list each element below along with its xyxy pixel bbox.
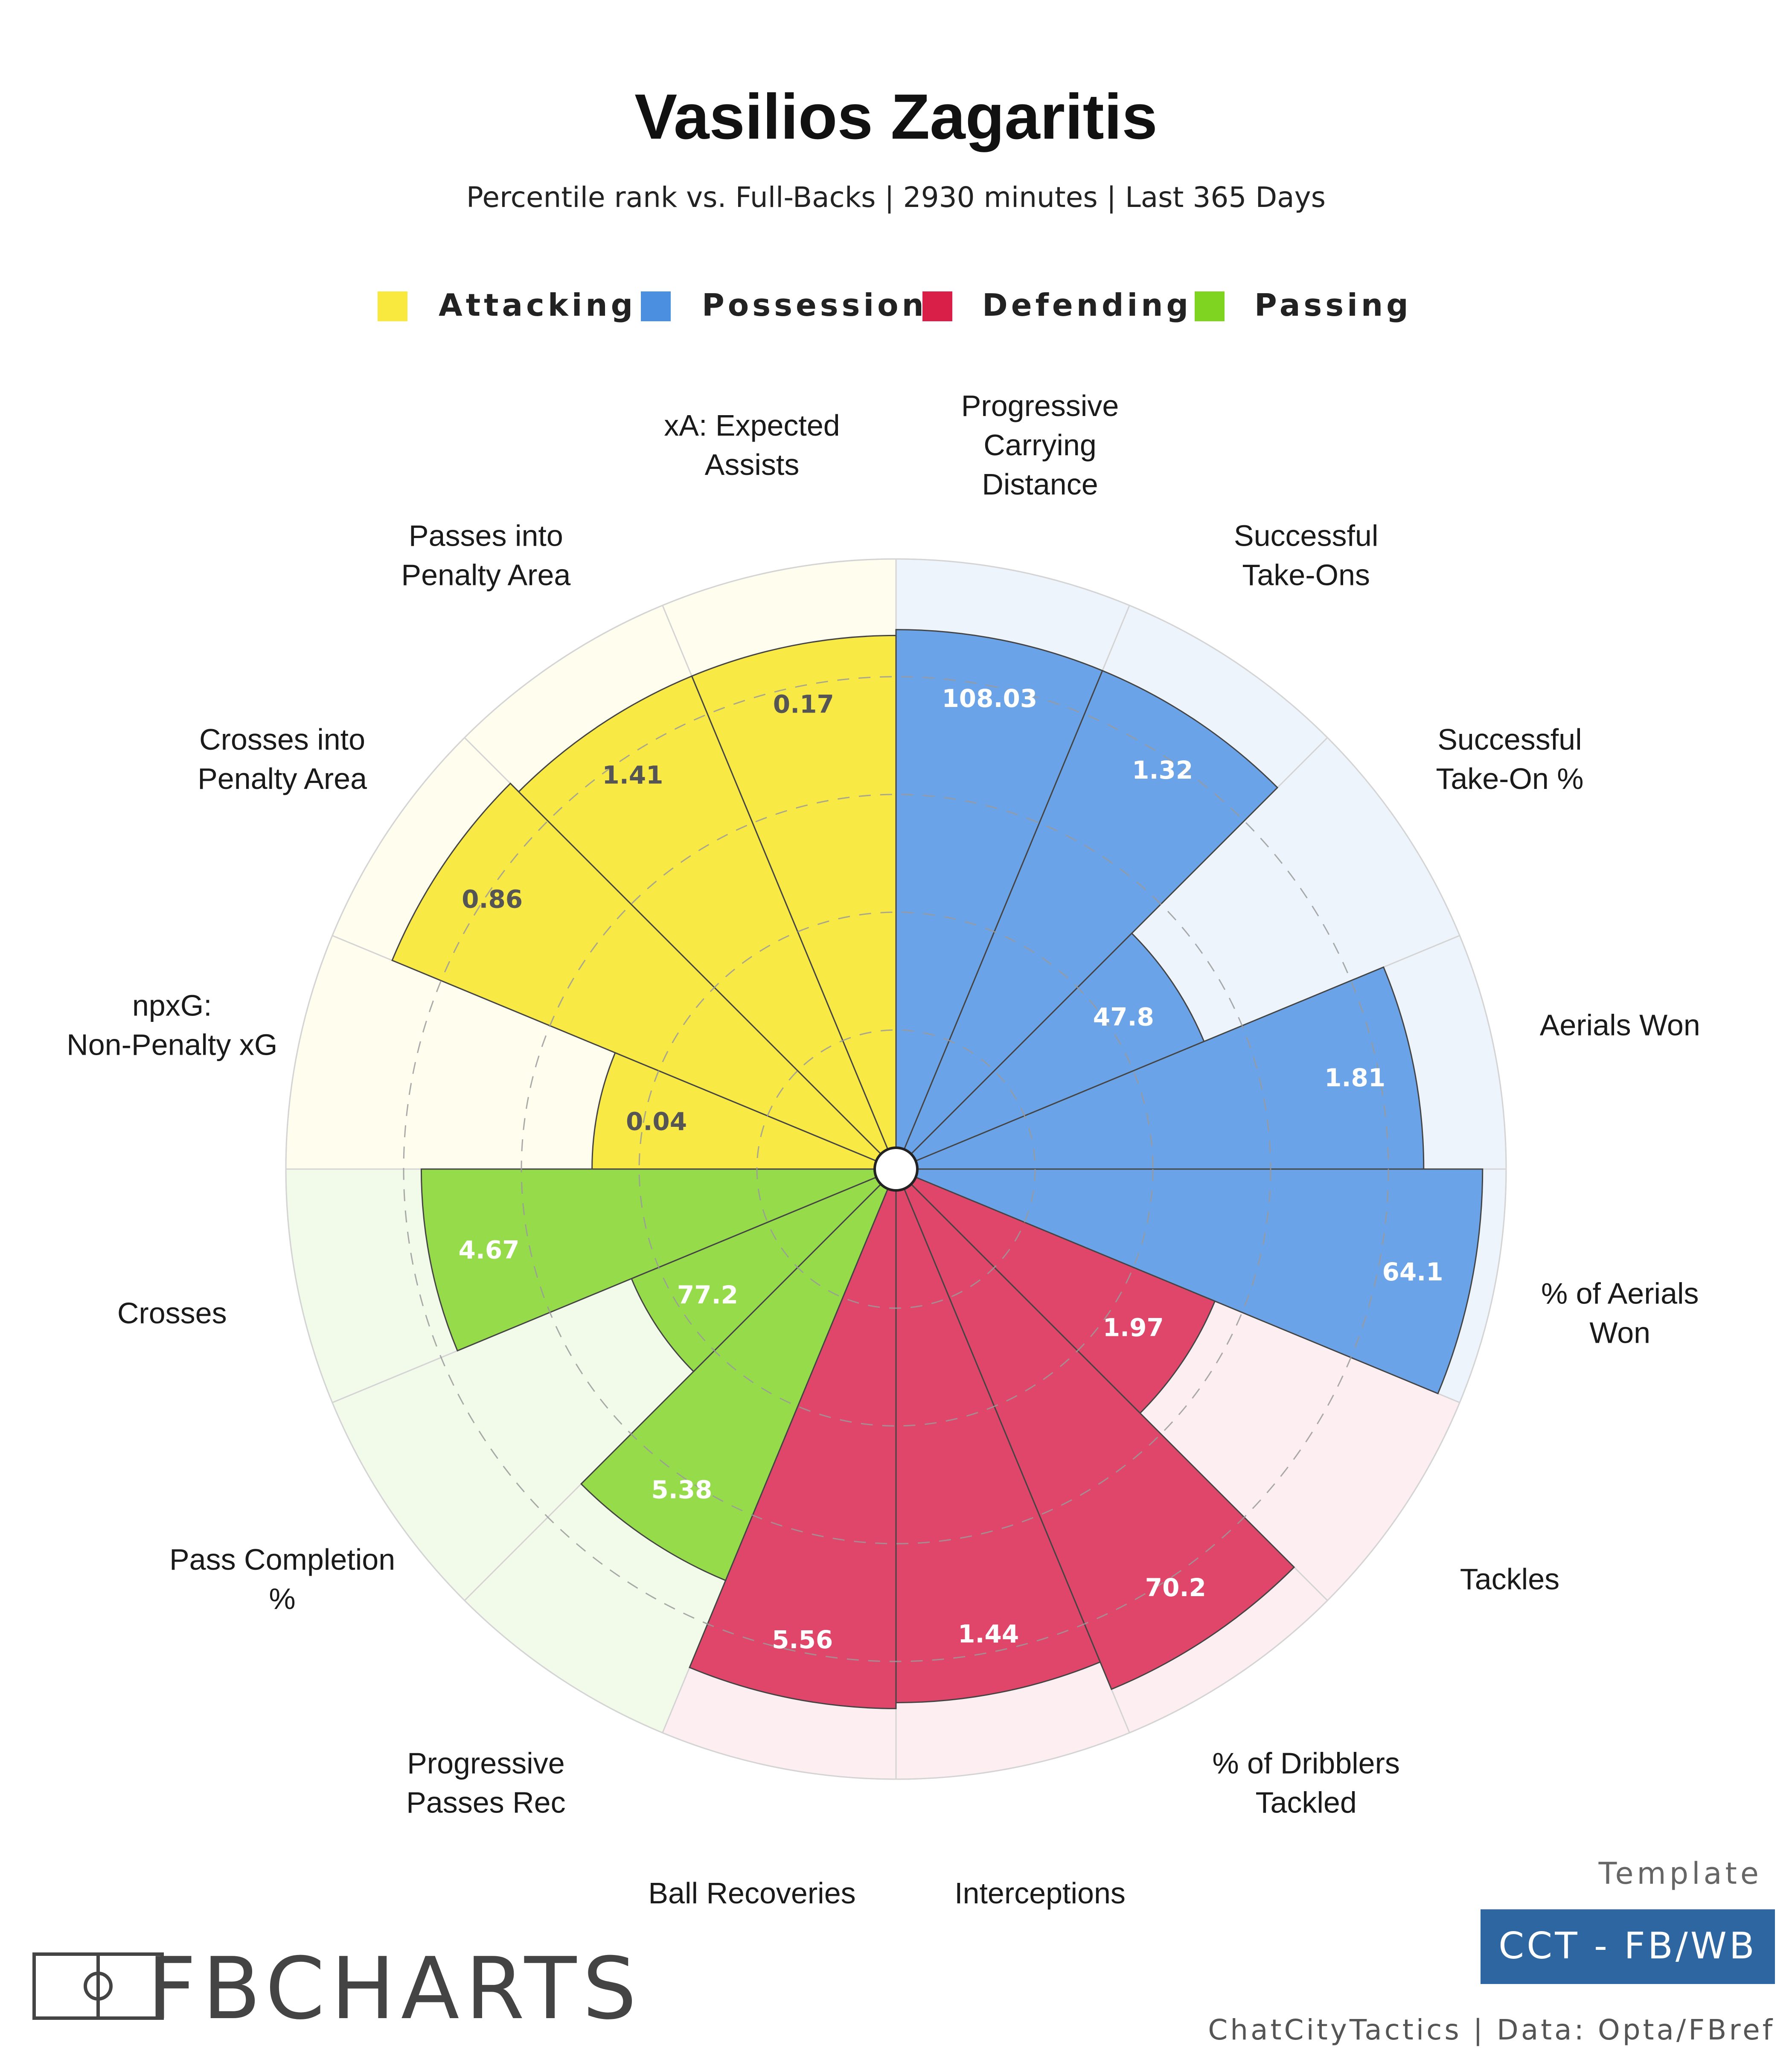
- footer: FBCHARTS Template CCT - FB/WB ChatCityTa…: [32, 1856, 1775, 2046]
- grid-ring-20: [756, 1029, 1036, 1309]
- value-label-successful-take-ons: 1.32: [1132, 756, 1193, 785]
- metric-label-pass-completion: Pass Completion%: [169, 1543, 395, 1615]
- fbcharts-logo: FBCHARTS: [32, 1939, 643, 2039]
- value-label-of-aerials-won: 64.1: [1382, 1257, 1443, 1286]
- template-name: CCT - FB/WB: [1498, 1925, 1757, 1967]
- metric-label-passes-into-penalty-area: Passes into Penalty Area: [401, 519, 570, 592]
- polar-plot: 108.03 1.32 47.8 1.81 64.1 1.97 70.2 1.44 5.56 5.…: [67, 389, 1700, 1910]
- legend-label-passing: Passing: [1254, 287, 1412, 323]
- metric-label-progressive-carrying-distance: Progressive Carrying Distance: [961, 389, 1119, 501]
- pitch-icon-circle: [84, 1972, 113, 2001]
- legend-label-defending: Defending: [982, 287, 1192, 323]
- value-label-crosses-into-penalty-area: 0.86: [462, 885, 523, 914]
- value-label-npxg-non-penalty-xg: 0.04: [626, 1107, 687, 1136]
- legend-swatch-passing: [1195, 291, 1225, 321]
- legend-label-possession: Possession: [702, 287, 927, 323]
- grid-ring-80: [403, 676, 1389, 1662]
- metric-label-ball-recoveries: Ball Recoveries: [648, 1876, 855, 1910]
- metric-label-interceptions: Interceptions: [954, 1876, 1126, 1910]
- metric-label-crosses: Crosses: [117, 1297, 227, 1330]
- legend-swatch-attacking: [378, 291, 407, 321]
- outer-ring: [285, 558, 1507, 1780]
- grid-ring-60: [521, 794, 1271, 1545]
- value-label-pass-completion: 77.2: [677, 1280, 738, 1309]
- metric-label-successful-take-on: Successful Take-On %: [1436, 723, 1583, 795]
- value-label-progressive-carrying-distance: 108.03: [942, 684, 1037, 713]
- metric-label-of-aerials-won: % of Aerials Won: [1541, 1277, 1699, 1350]
- legend-swatch-defending: [922, 291, 952, 321]
- value-label-xa-expected-assists: 0.17: [773, 690, 834, 719]
- metric-label-aerials-won: Aerials Won: [1540, 1008, 1700, 1041]
- value-label-progressive-passes-rec: 5.38: [651, 1475, 712, 1504]
- chart-subtitle: Percentile rank vs. Full-Backs | 2930 mi…: [466, 181, 1326, 214]
- value-label-ball-recoveries: 5.56: [772, 1625, 833, 1654]
- value-label-successful-take-on: 47.8: [1093, 1003, 1154, 1032]
- legend: Attacking Possession Defending Passing: [378, 287, 1412, 323]
- chart-title: Vasilios Zagaritis: [634, 81, 1158, 152]
- metric-label-progressive-passes-rec: Progressive Passes Rec: [406, 1746, 565, 1819]
- value-label-tackles: 1.97: [1103, 1313, 1164, 1342]
- value-label-crosses: 4.67: [459, 1236, 520, 1265]
- value-label-interceptions: 1.44: [958, 1619, 1019, 1648]
- value-label-of-dribblers-tackled: 70.2: [1145, 1573, 1206, 1602]
- metric-label-xa-expected-assists: xA: Expected Assists: [664, 409, 840, 481]
- template-badge: [1481, 1909, 1775, 1984]
- metric-label-tackles: Tackles: [1460, 1562, 1559, 1596]
- value-label-passes-into-penalty-area: 1.41: [602, 761, 663, 790]
- legend-swatch-possession: [641, 291, 671, 321]
- metric-label-npxg-non-penalty-xg: npxG: Non-Penalty xG: [67, 989, 277, 1061]
- center-hub: [873, 1146, 919, 1192]
- logo-text: FBCHARTS: [147, 1939, 643, 2039]
- value-label-aerials-won: 1.81: [1324, 1063, 1385, 1092]
- metric-label-successful-take-ons: Successful Take-Ons: [1234, 519, 1378, 592]
- data-credit: ChatCityTactics | Data: Opta/FBref: [1208, 2013, 1775, 2046]
- metric-label-of-dribblers-tackled: % of Dribblers Tackled: [1212, 1746, 1400, 1819]
- grid-ring-40: [638, 911, 1154, 1427]
- template-label: Template: [1598, 1856, 1762, 1891]
- metric-label-crosses-into-penalty-area: Crosses into Penalty Area: [198, 723, 367, 795]
- legend-label-attacking: Attacking: [439, 287, 636, 323]
